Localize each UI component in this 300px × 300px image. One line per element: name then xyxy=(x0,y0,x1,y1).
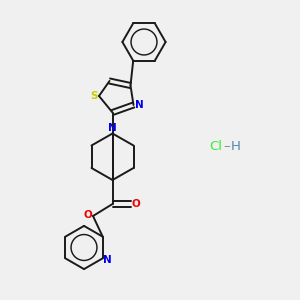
Text: H: H xyxy=(231,140,240,154)
Text: N: N xyxy=(134,100,143,110)
Text: O: O xyxy=(131,199,140,209)
Text: N: N xyxy=(103,255,112,265)
Text: O: O xyxy=(83,209,92,220)
Text: Cl: Cl xyxy=(209,140,223,154)
Text: N: N xyxy=(108,123,117,133)
Text: S: S xyxy=(90,91,97,101)
Text: –: – xyxy=(223,140,230,154)
